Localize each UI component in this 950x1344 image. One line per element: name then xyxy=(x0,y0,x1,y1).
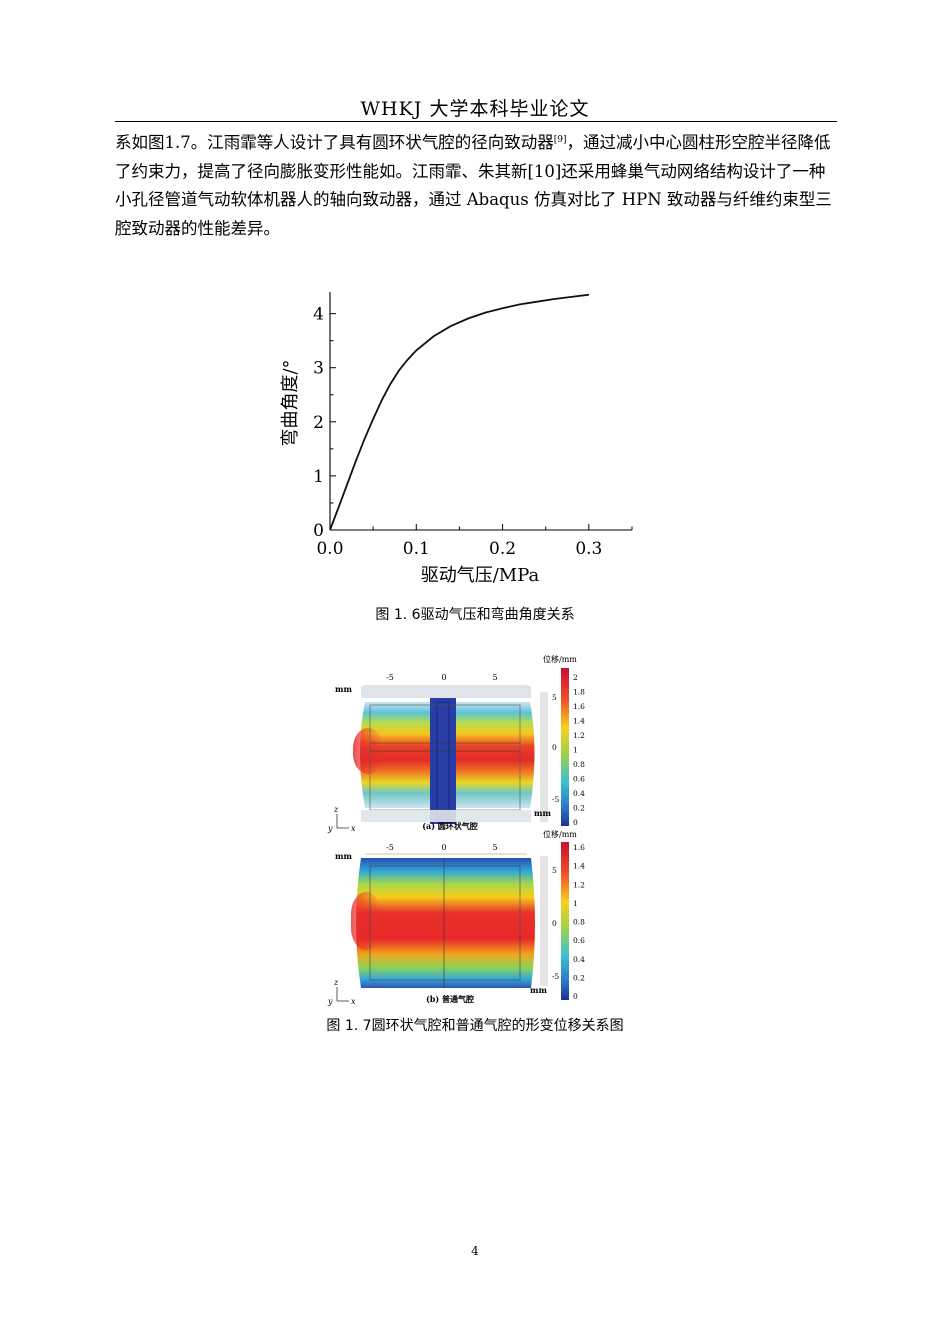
legend-tick-label: 0.2 xyxy=(573,973,585,982)
legend-tick-label: 1.6 xyxy=(573,702,585,711)
z-tick-label: 0 xyxy=(552,919,557,928)
panel-a-bottom-shade xyxy=(361,810,531,822)
chart-ticks: 0.0 0.1 0.2 0.3 0 1 2 3 4 xyxy=(313,305,633,559)
legend-tick-label: 0.8 xyxy=(573,918,585,927)
legend-tick-label: 0.8 xyxy=(573,760,585,769)
panel-b-legend-ticks: 1.6 1.4 1.2 1 0.8 0.6 0.4 0.2 0 xyxy=(573,843,585,1001)
page-header: WHKJ 大学本科毕业论文 xyxy=(360,98,590,120)
panel-a-z-ticks: 5 0 -5 xyxy=(552,693,560,804)
panel-b-label: (b) 普通气腔 xyxy=(426,994,474,1004)
z-tick-label: 5 xyxy=(552,866,557,875)
panel-b: 位移/mm 1.6 1.4 1.2 1 0.8 0.6 0.4 0.2 0 mm -5 0 5 5 0… xyxy=(327,829,585,1006)
series-line xyxy=(329,293,590,531)
x-tick-label: 0.1 xyxy=(403,539,430,559)
panel-a-z-unit: mm xyxy=(534,808,551,818)
legend-tick-label: 0.2 xyxy=(573,804,585,813)
x-tick-label: 5 xyxy=(492,843,497,852)
legend-tick-label: 2 xyxy=(573,673,578,682)
figure1-caption: 图 1. 6驱动气压和弯曲角度关系 xyxy=(375,607,575,623)
paragraph-text-2: ，通过减小中心圆柱形空腔半径降低了约束力，提高了径向膨胀变形性能如。江雨霏、朱其… xyxy=(115,133,832,238)
y-tick-label: 1 xyxy=(313,467,324,487)
legend-tick-label: 0.6 xyxy=(573,936,585,945)
x-tick-label: 5 xyxy=(492,673,497,682)
panel-a-left-bulge xyxy=(353,728,383,774)
panel-b-colorbar xyxy=(561,842,569,1000)
y-tick-label: 0 xyxy=(313,521,324,541)
panel-a-center-column xyxy=(430,698,456,824)
panel-a-z-ruler xyxy=(540,692,548,822)
x-tick-label: -5 xyxy=(386,843,394,852)
legend-tick-label: 1.2 xyxy=(573,880,585,889)
x-tick-label: 0 xyxy=(441,843,446,852)
panel-a: 位移/mm 2 1.8 1.6 1.4 1.2 1 0.8 0.6 0.4 0.2 0 mm -5 0… xyxy=(327,654,585,833)
paragraph-text-1: 系如图1.7。江雨霏等人设计了具有圆环状气腔的径向致动器 xyxy=(115,133,554,152)
panel-a-axis-x: x xyxy=(351,824,356,833)
legend-tick-label: 1.4 xyxy=(573,862,585,871)
x-axis-label: 驱动气压/MPa xyxy=(421,565,540,586)
panel-b-z-unit: mm xyxy=(530,985,547,995)
z-tick-label: -5 xyxy=(552,972,560,981)
y-axis-label: 弯曲角度/° xyxy=(280,359,301,446)
bending-angle-chart: 0.0 0.1 0.2 0.3 0 1 2 3 4 驱动气压/MPa 弯曲角度/° xyxy=(280,292,633,586)
legend-tick-label: 0 xyxy=(573,818,578,827)
panel-a-axis-z: z xyxy=(333,805,339,814)
panel-b-outline xyxy=(369,865,521,981)
citation-ref[interactable]: [9] xyxy=(553,135,567,145)
header-rule xyxy=(115,121,837,122)
panel-b-x-ticks: -5 0 5 xyxy=(386,843,497,852)
panel-b-axis-y: y xyxy=(327,997,333,1006)
legend-tick-label: 0.4 xyxy=(573,955,585,964)
panel-a-top-shade xyxy=(361,686,531,698)
panel-a-legend-title: 位移/mm xyxy=(543,654,577,664)
panel-b-axis-z: z xyxy=(333,978,339,987)
page-number: 4 xyxy=(471,1244,479,1258)
z-tick-label: 0 xyxy=(552,743,557,752)
panel-b-axis-triad: z y x xyxy=(327,978,356,1006)
body-paragraph: 系如图1.7。江雨霏等人设计了具有圆环状气腔的径向致动器[9]，通过减小中心圆柱… xyxy=(115,126,837,243)
chart-series xyxy=(329,293,590,531)
panel-a-axis-y: y xyxy=(327,824,333,833)
panel-b-z-ticks: 5 0 -5 xyxy=(552,866,560,981)
legend-tick-label: 1 xyxy=(573,899,578,908)
panel-b-left-bulge xyxy=(351,892,381,950)
legend-tick-label: 1.2 xyxy=(573,731,585,740)
deformation-figure: 位移/mm 2 1.8 1.6 1.4 1.2 1 0.8 0.6 0.4 0.2 0 mm -5 0… xyxy=(327,654,585,1006)
panel-a-x-ticks: -5 0 5 xyxy=(386,673,497,682)
x-tick-label: 0.0 xyxy=(316,539,343,559)
x-tick-label: 0.3 xyxy=(575,539,602,559)
figure2-caption: 图 1. 7圆环状气腔和普通气腔的形变位移关系图 xyxy=(326,1018,624,1034)
legend-tick-label: 0.6 xyxy=(573,775,585,784)
panel-a-unit: mm xyxy=(335,684,352,694)
z-tick-label: -5 xyxy=(552,795,560,804)
x-tick-label: 0 xyxy=(441,673,446,682)
panel-a-axis-triad: z y x xyxy=(327,805,356,833)
x-tick-label: -5 xyxy=(386,673,394,682)
z-tick-label: 5 xyxy=(552,693,557,702)
panel-b-body xyxy=(356,858,535,988)
legend-tick-label: 0.4 xyxy=(573,789,585,798)
y-tick-label: 3 xyxy=(313,359,324,379)
y-tick-label: 2 xyxy=(313,413,324,433)
panel-b-unit: mm xyxy=(335,851,352,861)
panel-b-legend-title: 位移/mm xyxy=(543,829,577,839)
panel-a-label: (a) 圆环状气腔 xyxy=(422,821,478,831)
legend-tick-label: 1.4 xyxy=(573,717,585,726)
x-tick-label: 0.2 xyxy=(489,539,516,559)
legend-tick-label: 1 xyxy=(573,746,578,755)
legend-tick-label: 0 xyxy=(573,992,578,1001)
legend-tick-label: 1.6 xyxy=(573,843,585,852)
legend-tick-label: 1.8 xyxy=(573,688,585,697)
panel-b-z-ruler xyxy=(540,856,548,986)
panel-b-axis-x: x xyxy=(351,997,356,1006)
panel-a-legend-ticks: 2 1.8 1.6 1.4 1.2 1 0.8 0.6 0.4 0.2 0 xyxy=(573,673,585,827)
panel-a-colorbar xyxy=(561,668,569,826)
chart-axes xyxy=(329,292,632,531)
y-tick-label: 4 xyxy=(313,305,324,325)
